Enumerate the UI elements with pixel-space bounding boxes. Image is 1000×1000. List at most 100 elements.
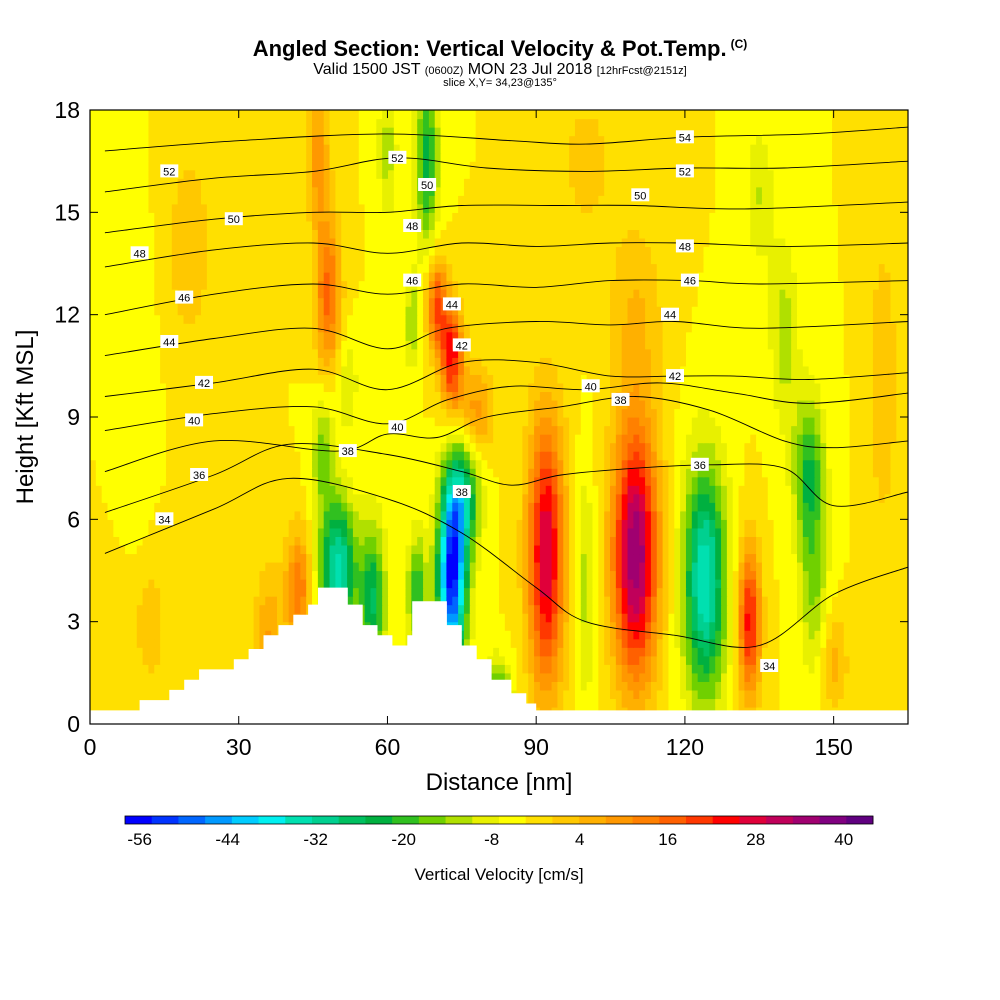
velocity-cell: [364, 536, 372, 546]
velocity-cell: [592, 570, 599, 580]
velocity-cell: [715, 596, 722, 606]
velocity-cell: [662, 596, 670, 606]
velocity-cell: [750, 681, 757, 691]
velocity-cell: [428, 485, 436, 495]
velocity-cell: [674, 544, 681, 555]
velocity-cell: [861, 613, 868, 623]
velocity-cell: [265, 434, 272, 444]
velocity-cell: [744, 570, 751, 580]
velocity-cell: [902, 459, 908, 469]
velocity-cell: [189, 519, 196, 529]
velocity-cell: [592, 476, 599, 486]
velocity-cell: [756, 485, 763, 495]
velocity-cell: [732, 613, 740, 623]
velocity-cell: [177, 655, 185, 665]
velocity-cell: [843, 579, 851, 589]
velocity-cell: [551, 442, 559, 452]
velocity-cell: [557, 621, 564, 631]
velocity-cell: [674, 561, 681, 572]
velocity-cell: [347, 493, 354, 503]
velocity-cell: [721, 434, 728, 444]
velocity-cell: [440, 417, 448, 427]
velocity-cell: [627, 664, 634, 674]
velocity-cell: [767, 510, 775, 520]
velocity-cell: [177, 476, 185, 486]
velocity-cell: [154, 434, 161, 444]
velocity-cell: [423, 485, 430, 495]
velocity-cell: [615, 459, 623, 469]
velocity-cell: [160, 536, 167, 546]
velocity-cell: [773, 681, 781, 691]
velocity-cell: [697, 698, 705, 708]
velocity-cell: [656, 596, 664, 606]
velocity-cell: [569, 553, 576, 563]
velocity-cell: [341, 417, 348, 427]
velocity-cell: [563, 655, 570, 665]
velocity-cell: [668, 451, 675, 461]
velocity-cell: [890, 553, 897, 563]
velocity-cell: [802, 476, 810, 486]
velocity-cell: [551, 638, 559, 648]
velocity-cell: [627, 587, 634, 597]
velocity-cell: [510, 647, 518, 657]
velocity-cell: [738, 621, 745, 631]
velocity-cell: [241, 442, 249, 452]
velocity-cell: [539, 425, 547, 435]
velocity-cell: [574, 544, 582, 555]
velocity-cell: [732, 638, 740, 648]
velocity-cell: [551, 604, 559, 614]
velocity-cell: [650, 689, 658, 700]
velocity-cell: [417, 561, 424, 572]
velocity-cell: [902, 519, 908, 529]
velocity-cell: [574, 417, 582, 427]
velocity-cell: [440, 502, 448, 512]
velocity-cell: [878, 655, 886, 665]
velocity-cell: [738, 596, 745, 606]
velocity-cell: [136, 579, 144, 589]
velocity-cell: [101, 655, 109, 665]
velocity-cell: [510, 638, 518, 648]
velocity-cell: [463, 459, 471, 469]
velocity-cell: [563, 570, 570, 580]
velocity-cell: [434, 493, 442, 503]
velocity-cell: [726, 476, 734, 486]
velocity-cell: [732, 468, 740, 478]
velocity-cell: [563, 630, 570, 640]
velocity-cell: [574, 672, 582, 682]
velocity-cell: [872, 638, 880, 648]
velocity-cell: [452, 613, 459, 623]
velocity-cell: [300, 570, 307, 580]
velocity-cell: [119, 561, 126, 572]
velocity-cell: [709, 621, 716, 631]
velocity-cell: [569, 544, 576, 555]
velocity-cell: [592, 596, 599, 606]
velocity-cell: [610, 613, 617, 623]
velocity-cell: [650, 664, 658, 674]
velocity-cell: [715, 544, 722, 555]
velocity-cell: [323, 544, 331, 555]
velocity-cell: [855, 587, 862, 597]
velocity-cell: [119, 621, 126, 631]
velocity-cell: [434, 425, 442, 435]
velocity-cell: [621, 544, 629, 555]
velocity-cell: [347, 485, 354, 495]
velocity-cell: [563, 604, 570, 614]
velocity-cell: [884, 544, 892, 555]
velocity-cell: [300, 451, 307, 461]
velocity-cell: [107, 604, 114, 614]
velocity-cell: [633, 451, 640, 461]
velocity-cell: [796, 510, 804, 520]
velocity-cell: [796, 553, 804, 563]
velocity-cell: [475, 442, 483, 452]
velocity-cell: [820, 630, 827, 640]
velocity-cell: [201, 544, 208, 555]
velocity-cell: [288, 476, 296, 486]
velocity-cell: [201, 485, 208, 495]
velocity-cell: [551, 596, 559, 606]
velocity-cell: [347, 425, 354, 435]
velocity-cell: [300, 553, 307, 563]
velocity-cell: [347, 544, 354, 555]
velocity-cell: [125, 459, 132, 469]
velocity-cell: [171, 519, 179, 529]
velocity-cell: [703, 647, 710, 657]
